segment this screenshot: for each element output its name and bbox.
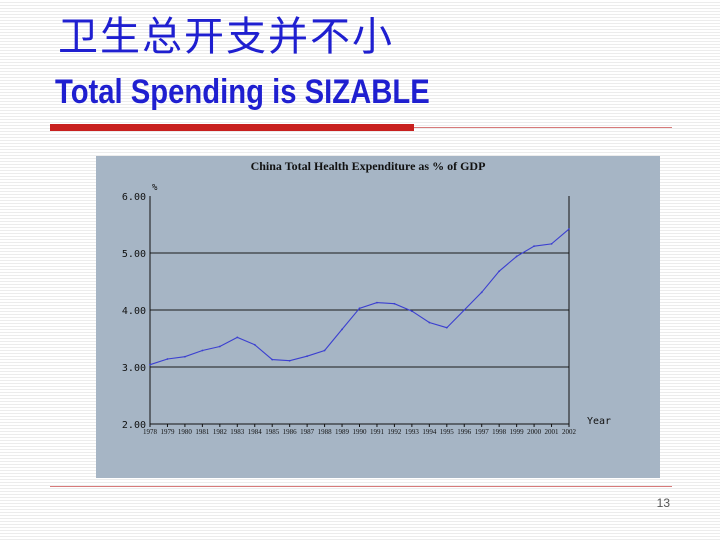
x-axis-label: Year: [587, 416, 611, 427]
data-point: [253, 343, 256, 346]
x-tick-label: 1978: [143, 428, 158, 436]
data-point: [480, 291, 483, 294]
chart-title: China Total Health Expenditure as % of G…: [251, 159, 486, 173]
x-tick-label: 1984: [248, 428, 263, 436]
x-tick-label: 1981: [195, 428, 210, 436]
data-point: [568, 228, 570, 230]
data-point: [428, 321, 431, 324]
data-point: [498, 270, 501, 273]
y-tick-label: 4.00: [122, 306, 146, 317]
y-tick-label: 2.00: [122, 420, 146, 431]
x-tick-label: 1983: [230, 428, 245, 436]
data-point: [550, 242, 553, 245]
data-point: [149, 363, 151, 366]
y-axis-label: %: [152, 183, 158, 193]
x-tick-label: 1989: [335, 428, 350, 436]
x-tick-label: 1986: [283, 428, 298, 436]
x-tick-label: 1995: [440, 428, 455, 436]
x-tick-label: 1999: [510, 428, 525, 436]
footer-divider-line: [50, 486, 672, 487]
data-point: [166, 358, 169, 360]
data-point: [306, 355, 309, 358]
data-point: [358, 307, 361, 310]
x-tick-label: 1980: [178, 428, 193, 436]
x-tick-label: 1988: [318, 428, 333, 436]
x-tick-label: 1994: [422, 428, 437, 436]
x-tick-label: 1996: [457, 428, 472, 436]
title-accent-bar: [50, 124, 414, 131]
x-tick-label: 1991: [370, 428, 385, 436]
x-tick-label: 1993: [405, 428, 420, 436]
x-tick-label: 1998: [492, 428, 507, 436]
health-expenditure-chart: China Total Health Expenditure as % of G…: [122, 159, 611, 436]
data-point: [445, 326, 448, 329]
x-tick-label: 1987: [300, 428, 315, 436]
data-point: [218, 345, 221, 348]
data-point: [201, 349, 204, 352]
data-point: [184, 355, 186, 358]
slide-title-chinese: 卫生总开支并不小: [58, 14, 394, 60]
x-tick-label: 1997: [475, 428, 490, 436]
data-point: [323, 349, 326, 352]
data-point: [341, 328, 343, 331]
x-tick-label: 2001: [545, 428, 560, 436]
slide-title-english: Total Spending is SIZABLE: [55, 73, 430, 111]
data-point: [393, 302, 396, 305]
series-line: [149, 228, 570, 366]
x-tick-label: 1982: [213, 428, 228, 436]
x-tick-label: 1985: [265, 428, 280, 436]
x-tick-label: 1979: [160, 428, 175, 436]
y-tick-label: 6.00: [122, 192, 146, 203]
data-point: [236, 336, 239, 339]
slide-number: 13: [656, 496, 670, 510]
x-tick-label: 2002: [562, 428, 577, 436]
x-tick-label: 2000: [527, 428, 542, 436]
y-tick-label: 5.00: [122, 249, 146, 260]
data-point: [533, 245, 535, 248]
data-point: [463, 309, 466, 311]
x-tick-label: 1992: [387, 428, 402, 436]
title-divider-line: [414, 127, 672, 128]
x-tick-label: 1990: [353, 428, 368, 436]
data-point: [515, 255, 518, 258]
data-point: [288, 359, 291, 362]
data-point: [271, 358, 274, 361]
data-point: [376, 301, 378, 304]
data-point: [410, 310, 413, 313]
y-tick-label: 3.00: [122, 363, 146, 374]
